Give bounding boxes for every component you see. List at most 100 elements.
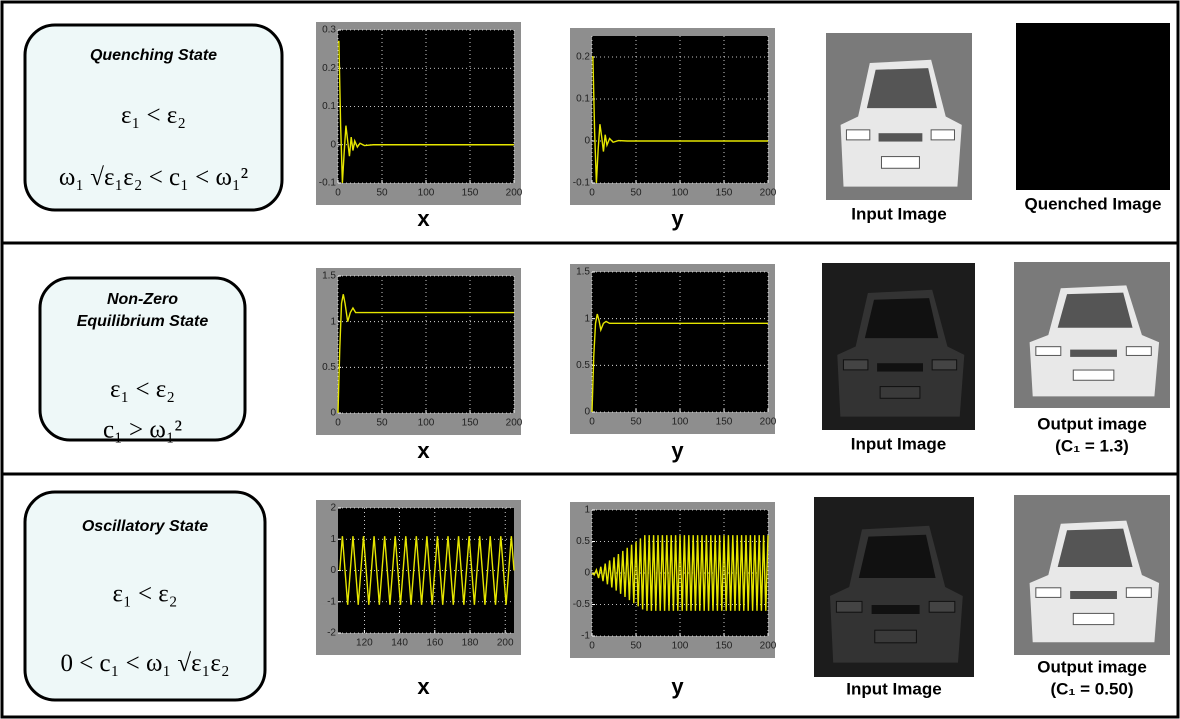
image-caption: (C₁ = 0.50) — [1050, 679, 1133, 698]
x-tick-label: 50 — [376, 188, 388, 199]
y-tick-label: 0.5 — [576, 360, 590, 371]
image-caption: Output image — [1037, 414, 1147, 433]
car-headlight — [931, 130, 954, 140]
car-headlight — [1036, 588, 1061, 598]
figure: Quenching Stateε₁ < ε₂ω₁ √ε₁ε₂ < c₁ < ω₁… — [0, 0, 1180, 719]
y-tick-label: 0.3 — [322, 25, 336, 36]
car-plate — [880, 387, 920, 399]
state-title: Oscillatory State — [82, 518, 208, 535]
car-headlight — [932, 360, 956, 370]
y-tick-label: 1 — [330, 316, 336, 327]
quenched-image — [1016, 23, 1170, 190]
x-tick-label: 180 — [462, 638, 479, 649]
y-tick-label: -0.1 — [319, 178, 337, 189]
car-headlight — [1126, 347, 1151, 356]
car-plate — [1073, 370, 1114, 380]
state-condition: ε₁ < ε₂ — [112, 581, 177, 608]
x-tick-label: 0 — [589, 188, 595, 199]
x-tick-label: 200 — [506, 418, 523, 429]
x-tick-label: 0 — [335, 418, 341, 429]
car-grille — [877, 363, 923, 371]
image-caption: Input Image — [851, 204, 946, 223]
image-caption: Output image — [1037, 657, 1147, 676]
y-tick-label: 2 — [330, 503, 336, 514]
car-plate — [875, 630, 917, 643]
y-tick-label: 0.5 — [576, 536, 590, 547]
y-tick-label: 0.2 — [576, 52, 590, 63]
y-tick-label: -1 — [327, 596, 336, 607]
car-windshield — [1058, 529, 1133, 567]
state-condition: ω₁ √ε₁ε₂ < c₁ < ω₁² — [59, 164, 248, 191]
x-tick-label: 200 — [497, 638, 514, 649]
x-tick-label: 0 — [589, 641, 595, 652]
x-tick-label: 100 — [418, 188, 435, 199]
x-tick-label: 100 — [418, 418, 435, 429]
axis-label: y — [671, 438, 684, 463]
x-tick-label: 150 — [716, 417, 733, 428]
x-tick-label: 120 — [356, 638, 373, 649]
y-tick-label: 0 — [584, 136, 590, 147]
x-tick-label: 150 — [462, 188, 479, 199]
x-tick-label: 150 — [462, 418, 479, 429]
y-tick-label: 1 — [330, 534, 336, 545]
y-tick-label: 0.5 — [322, 362, 336, 373]
x-tick-label: 200 — [760, 417, 777, 428]
car-grille — [1070, 350, 1117, 357]
x-tick-label: 140 — [391, 638, 408, 649]
x-tick-label: 0 — [335, 188, 341, 199]
y-tick-label: 0 — [584, 568, 590, 579]
x-tick-label: 150 — [716, 188, 733, 199]
state-title: Equilibrium State — [77, 313, 209, 330]
y-tick-label: 0 — [330, 565, 336, 576]
image-caption: Input Image — [846, 679, 941, 698]
y-tick-label: 1 — [584, 313, 590, 324]
x-tick-label: 100 — [672, 641, 689, 652]
x-tick-label: 50 — [630, 188, 642, 199]
state-condition: ε₁ < ε₂ — [110, 376, 175, 403]
y-tick-label: 0.1 — [322, 101, 336, 112]
car-headlight — [846, 130, 869, 140]
x-tick-label: 50 — [376, 418, 388, 429]
y-tick-label: -0.1 — [573, 178, 591, 189]
y-tick-label: 0.1 — [576, 94, 590, 105]
car-headlight — [1036, 347, 1061, 356]
car-windshield — [867, 68, 937, 108]
state-condition: ε₁ < ε₂ — [121, 102, 186, 129]
x-tick-label: 200 — [760, 641, 777, 652]
axis-label: x — [417, 674, 430, 699]
car-grille — [879, 133, 923, 141]
y-tick-label: 0 — [330, 139, 336, 150]
car-grille — [1070, 591, 1117, 599]
photo — [822, 263, 975, 430]
photo — [826, 33, 972, 200]
image-caption: (C₁ = 1.3) — [1055, 436, 1129, 455]
photo — [1014, 262, 1170, 408]
car-headlight — [843, 360, 867, 370]
car-windshield — [865, 298, 938, 338]
photo — [1014, 495, 1170, 655]
y-tick-label: -2 — [327, 628, 336, 639]
x-tick-label: 50 — [630, 417, 642, 428]
car-grille — [872, 605, 920, 614]
image-caption: Quenched Image — [1025, 194, 1162, 213]
car-headlight — [929, 601, 955, 612]
x-tick-label: 100 — [672, 417, 689, 428]
state-condition: 0 < c₁ < ω₁ √ε₁ε₂ — [60, 650, 229, 677]
x-tick-label: 160 — [426, 638, 443, 649]
car-headlight — [836, 601, 862, 612]
y-tick-label: 0.2 — [322, 63, 336, 74]
car-windshield — [859, 535, 936, 578]
y-tick-label: 1.5 — [322, 271, 336, 282]
y-tick-label: -0.5 — [573, 599, 591, 610]
y-tick-label: 1.5 — [576, 267, 590, 278]
x-tick-label: 200 — [506, 188, 523, 199]
axis-label: x — [417, 438, 430, 463]
x-tick-label: 0 — [589, 417, 595, 428]
x-tick-label: 100 — [672, 188, 689, 199]
car-headlight — [1126, 588, 1151, 598]
car-plate — [881, 157, 919, 169]
y-tick-label: 1 — [584, 505, 590, 516]
x-tick-label: 150 — [716, 641, 733, 652]
car-plate — [1073, 613, 1114, 624]
x-tick-label: 50 — [630, 641, 642, 652]
